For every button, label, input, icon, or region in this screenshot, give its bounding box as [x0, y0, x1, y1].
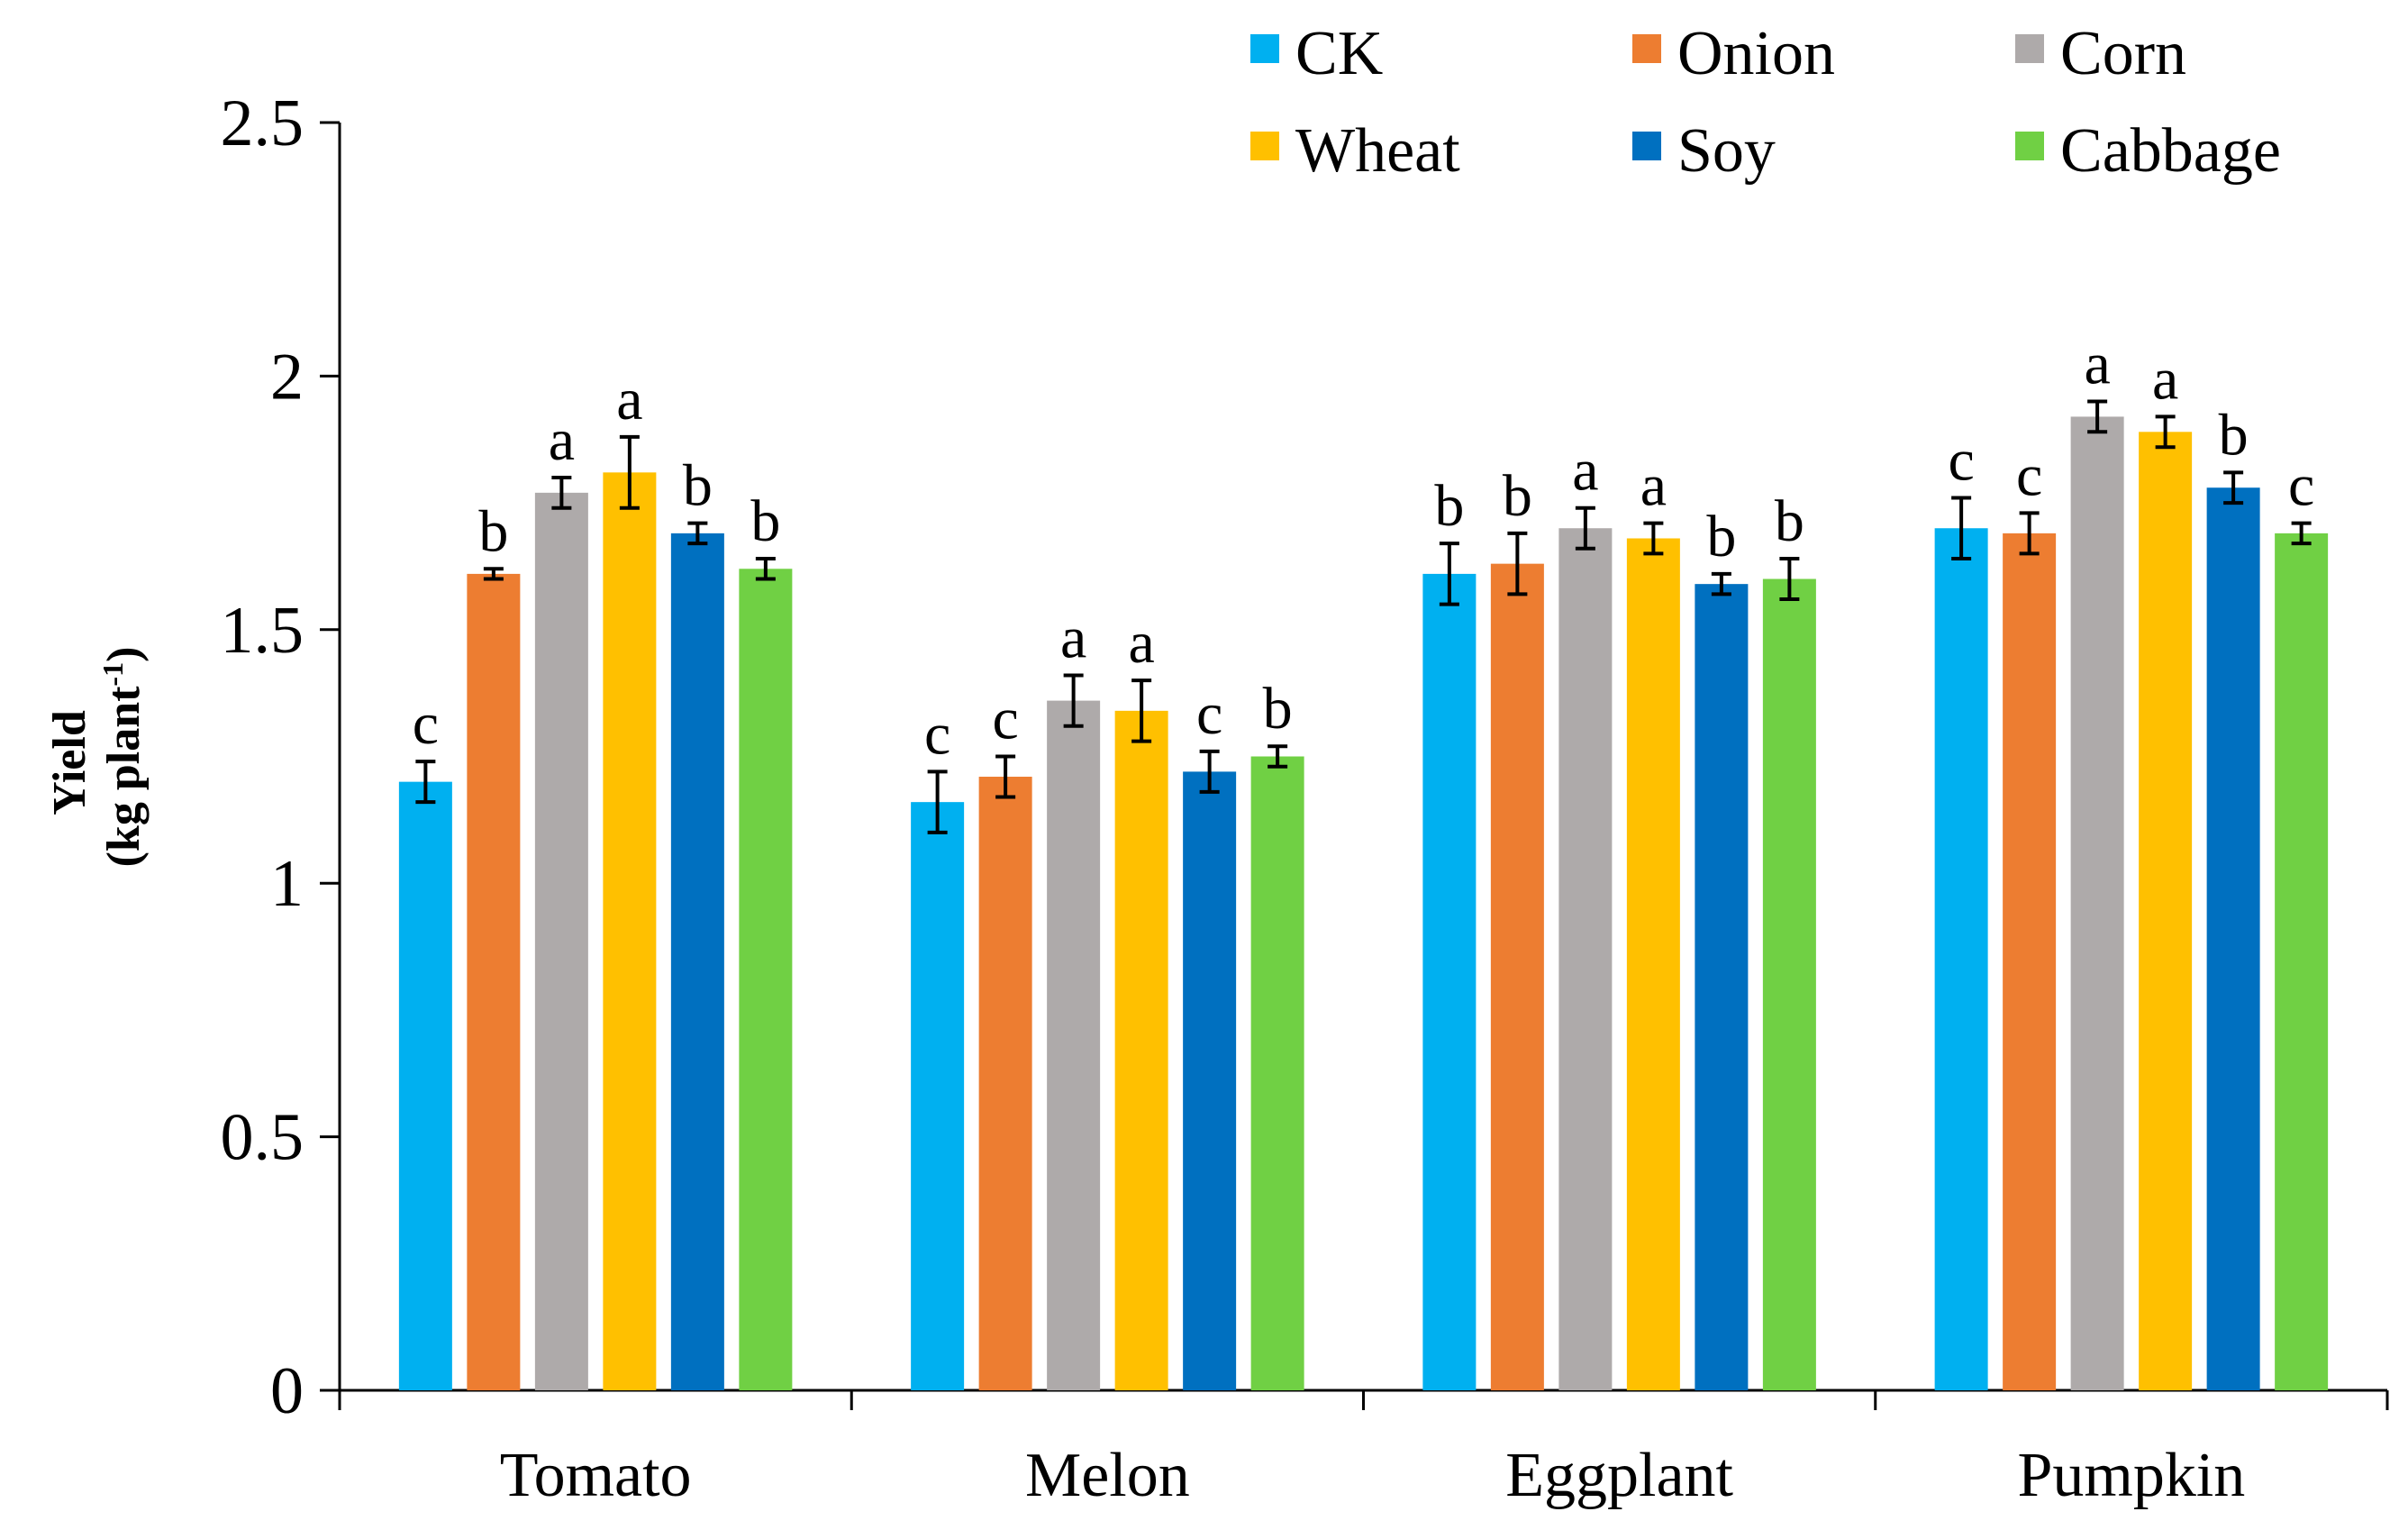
bar-cabbage-pumpkin [2275, 533, 2329, 1390]
bar-corn-eggplant [1558, 528, 1613, 1390]
significance-letter: b [1706, 504, 1736, 569]
significance-letter: c [413, 691, 439, 757]
legend-swatch-ck [1250, 34, 1279, 63]
significance-letter: a [549, 407, 575, 473]
bar-ck-pumpkin [1934, 528, 1988, 1390]
legend: CK Onion Corn Wheat Soy Cabbage [1250, 19, 2281, 186]
bar-onion-eggplant [1490, 563, 1544, 1390]
legend-label-wheat: Wheat [1295, 116, 1460, 186]
significance-letter: a [2152, 346, 2178, 412]
legend-swatch-onion [1632, 34, 1661, 63]
legend-label-cabbage: Cabbage [2060, 116, 2281, 186]
x-category-label: Melon [1025, 1441, 1190, 1510]
bar-corn-tomato [534, 492, 588, 1390]
bar-onion-tomato [467, 573, 521, 1390]
significance-letter: a [616, 367, 642, 433]
bar-soy-melon [1183, 771, 1237, 1390]
legend-label-ck: CK [1295, 19, 1383, 88]
bar-soy-pumpkin [2206, 487, 2260, 1390]
legend-label-onion: Onion [1677, 19, 1835, 88]
bar-wheat-tomato [603, 472, 657, 1390]
bar-ck-eggplant [1422, 573, 1477, 1390]
bar-ck-tomato [398, 781, 452, 1390]
x-category-label: Pumpkin [2017, 1441, 2245, 1510]
significance-letter: c [1196, 681, 1222, 747]
legend-label-corn: Corn [2060, 19, 2186, 88]
y-tick-label: 1 [270, 847, 304, 921]
axes: 0 0.5 1 1.5 2 2.5 Tomato Melon Eggplant Pumpkin [221, 87, 2389, 1510]
legend-swatch-soy [1632, 132, 1661, 160]
bar-corn-melon [1047, 700, 1101, 1390]
significance-letter: b [750, 488, 780, 554]
bar-soy-tomato [670, 533, 724, 1390]
bar-cabbage-tomato [739, 569, 793, 1390]
y-tick-label: 0.5 [221, 1101, 304, 1175]
significance-letter: a [1640, 453, 1667, 519]
bar-soy-eggplant [1695, 584, 1749, 1390]
legend-swatch-cabbage [2015, 132, 2044, 160]
y-tick-label: 1.5 [221, 594, 304, 668]
y-tick-label: 2.5 [221, 87, 304, 160]
significance-letter: c [924, 701, 950, 767]
bar-ck-melon [911, 802, 965, 1390]
significance-letter: a [1060, 605, 1086, 670]
legend-swatch-corn [2015, 34, 2044, 63]
y-axis-unit: (kg plant-1) [96, 647, 150, 868]
y-tick-label: 0 [270, 1354, 304, 1428]
bar-cabbage-melon [1250, 756, 1304, 1390]
significance-letter: b [1263, 676, 1293, 742]
significance-letter: a [1128, 610, 1154, 676]
legend-label-soy: Soy [1677, 116, 1776, 186]
bar-onion-pumpkin [2003, 533, 2057, 1390]
bar-onion-melon [978, 777, 1032, 1390]
bar-wheat-pumpkin [2139, 432, 2193, 1391]
significance-letter: a [2084, 332, 2110, 397]
bar-cabbage-eggplant [1762, 578, 1816, 1390]
legend-swatch-wheat [1250, 132, 1279, 160]
bars [398, 399, 2329, 1391]
significance-letter: c [1948, 427, 1974, 493]
significance-letter: b [1775, 488, 1804, 554]
significance-letter: a [1572, 438, 1598, 504]
x-category-label: Eggplant [1505, 1441, 1733, 1510]
significance-letter: c [992, 687, 1018, 752]
bar-corn-pumpkin [2070, 416, 2124, 1390]
significance-letter: b [478, 498, 508, 564]
significance-letter: b [1503, 463, 1532, 529]
significance-letter: c [2016, 442, 2042, 508]
significance-letter: b [1434, 473, 1464, 539]
y-tick-label: 2 [270, 340, 304, 414]
x-category-label: Tomato [500, 1441, 692, 1510]
significance-letter: c [2288, 453, 2314, 519]
y-axis-label: Yield (kg plant-1) [44, 647, 150, 868]
significance-letter: b [2219, 402, 2249, 468]
significance-letter: b [683, 453, 713, 519]
bar-wheat-eggplant [1626, 538, 1680, 1390]
bar-wheat-melon [1114, 710, 1168, 1390]
